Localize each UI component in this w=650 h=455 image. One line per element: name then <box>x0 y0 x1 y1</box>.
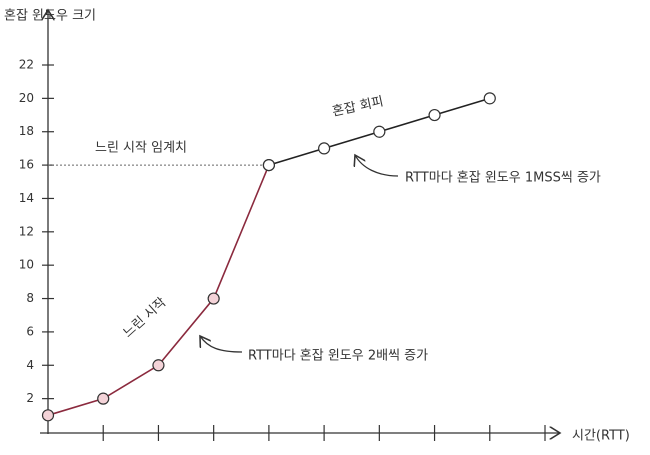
y-tick-label: 4 <box>26 358 34 372</box>
y-tick-label: 2 <box>26 391 34 405</box>
data-point <box>207 292 220 305</box>
y-tick-label: 22 <box>19 58 34 72</box>
data-point <box>483 92 496 105</box>
data-point <box>318 142 331 155</box>
data-point <box>262 158 275 172</box>
series-label: 혼잡 회피 <box>331 94 385 119</box>
annotation-arrow <box>355 155 399 177</box>
threshold-label: 느린 시작 임계치 <box>95 141 187 156</box>
y-tick-label: 8 <box>26 291 34 305</box>
annotation: RTT마다 혼잡 윈도우 2배씩 증가 <box>248 349 428 364</box>
y-tick-label: 20 <box>19 91 34 105</box>
y-tick-label: 10 <box>19 258 34 272</box>
data-point <box>152 359 165 372</box>
y-tick-label: 14 <box>19 191 34 205</box>
x-axis-label: 시간(RTT) <box>572 429 630 444</box>
y-tick-label: 16 <box>19 158 34 172</box>
y-tick-label: 6 <box>26 324 34 338</box>
y-tick-label: 12 <box>19 224 34 238</box>
data-point <box>428 108 441 122</box>
data-point <box>373 125 386 138</box>
series-line <box>47 164 270 417</box>
annotation: RTT마다 혼잡 윈도우 1MSS씩 증가 <box>405 171 601 186</box>
y-axis-label: 혼잡 윈도우 크기 <box>4 9 96 24</box>
y-tick-label: 18 <box>19 124 34 138</box>
series-label: 느린 시작 <box>121 295 170 341</box>
data-point <box>97 392 110 405</box>
annotation-arrow <box>200 336 243 353</box>
data-point <box>41 409 55 422</box>
